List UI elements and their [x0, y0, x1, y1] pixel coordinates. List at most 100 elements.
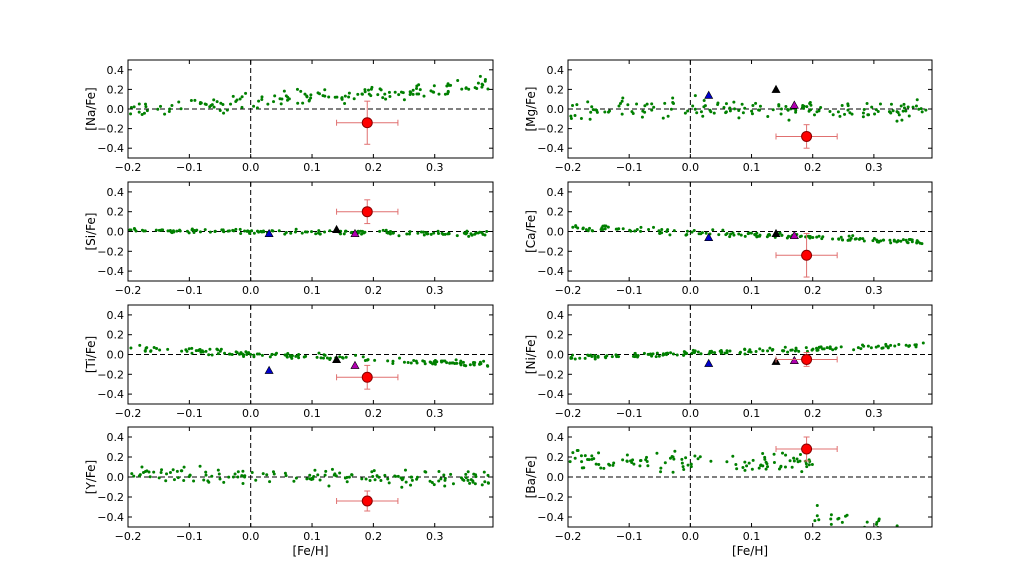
field-star: [442, 473, 446, 477]
field-star: [244, 91, 248, 95]
x-tick-label: −0.2: [115, 530, 142, 543]
field-star: [575, 449, 579, 453]
field-star: [454, 358, 458, 362]
field-star: [175, 469, 179, 473]
field-star: [909, 538, 912, 541]
field-star: [168, 470, 172, 474]
field-star: [881, 346, 885, 350]
y-tick-label: 0.2: [107, 451, 125, 464]
field-star: [241, 469, 245, 473]
triangle-blue: [264, 228, 274, 237]
field-star: [232, 229, 236, 233]
y-axis-label: [Ni/Fe]: [524, 335, 538, 374]
field-star: [652, 225, 656, 229]
field-star: [138, 343, 142, 347]
field-stars: [571, 224, 924, 246]
field-star: [436, 229, 440, 233]
field-star: [621, 96, 625, 100]
field-star: [478, 74, 482, 78]
field-star: [447, 83, 451, 87]
field-star: [919, 107, 923, 111]
field-star: [845, 513, 849, 517]
field-star: [129, 112, 133, 116]
field-star: [217, 472, 221, 476]
field-star: [900, 118, 904, 122]
triangle-black: [771, 228, 781, 237]
field-star: [460, 87, 464, 91]
field-star: [581, 227, 585, 231]
y-tick-label: −0.4: [97, 388, 124, 401]
field-star: [571, 225, 575, 229]
field-star: [403, 468, 407, 472]
field-star: [145, 109, 149, 113]
axes-frame: [567, 426, 933, 528]
y-tick-label: 0.4: [107, 431, 125, 444]
field-star: [486, 481, 490, 485]
field-star: [243, 474, 247, 478]
field-star: [422, 233, 426, 237]
field-star: [764, 467, 768, 471]
field-star: [906, 539, 909, 542]
field-star: [876, 344, 880, 348]
field-star: [728, 235, 732, 239]
field-star: [370, 85, 374, 89]
field-star: [696, 457, 700, 461]
field-star: [612, 461, 616, 465]
triangle-blue: [704, 232, 714, 241]
field-star: [919, 538, 922, 541]
field-star: [140, 465, 144, 469]
field-star: [717, 233, 721, 237]
field-star: [198, 230, 202, 234]
field-star: [906, 105, 910, 109]
field-star: [343, 94, 347, 98]
field-star: [222, 480, 226, 484]
field-star: [725, 232, 729, 236]
field-star: [235, 351, 239, 355]
field-star: [888, 238, 892, 242]
panel-ca: −0.2 −0.1 0.0 0.1 0.2 0.3 −0.4 −0.2 0.0 0.2 0.4 [Ca…: [524, 181, 933, 297]
field-star: [797, 349, 801, 353]
field-star: [904, 343, 908, 347]
field-star: [409, 361, 413, 365]
field-star: [672, 457, 676, 461]
field-star: [429, 232, 433, 236]
field-stars: [569, 341, 925, 361]
field-star: [437, 470, 441, 474]
field-star: [817, 518, 821, 522]
field-stars: [128, 227, 489, 238]
field-star: [647, 228, 651, 232]
x-tick-label: 0.2: [365, 407, 383, 420]
field-star: [836, 517, 840, 521]
field-star: [915, 532, 918, 535]
field-star: [571, 451, 575, 455]
field-star: [754, 101, 758, 105]
field-star: [672, 229, 676, 233]
field-star: [924, 108, 928, 112]
field-star: [689, 462, 693, 466]
field-star: [449, 472, 453, 476]
field-star: [920, 110, 924, 114]
field-star: [772, 461, 776, 465]
field-star: [802, 104, 806, 108]
field-star: [663, 101, 667, 105]
field-star: [881, 238, 885, 242]
x-tick-label: 0.2: [804, 407, 822, 420]
field-star: [870, 105, 874, 109]
field-star: [906, 241, 910, 245]
field-star: [659, 470, 663, 474]
field-star: [639, 225, 643, 229]
field-star: [631, 354, 635, 358]
field-star: [419, 230, 423, 234]
field-star: [837, 237, 841, 241]
field-star: [655, 451, 659, 455]
field-star: [252, 353, 256, 357]
field-star: [439, 477, 443, 481]
field-star: [460, 476, 464, 480]
field-star: [755, 235, 759, 239]
field-star: [272, 100, 276, 104]
field-star: [680, 461, 684, 465]
field-star: [313, 468, 317, 472]
field-star: [697, 232, 701, 236]
field-star: [699, 110, 703, 114]
field-star: [885, 544, 888, 547]
